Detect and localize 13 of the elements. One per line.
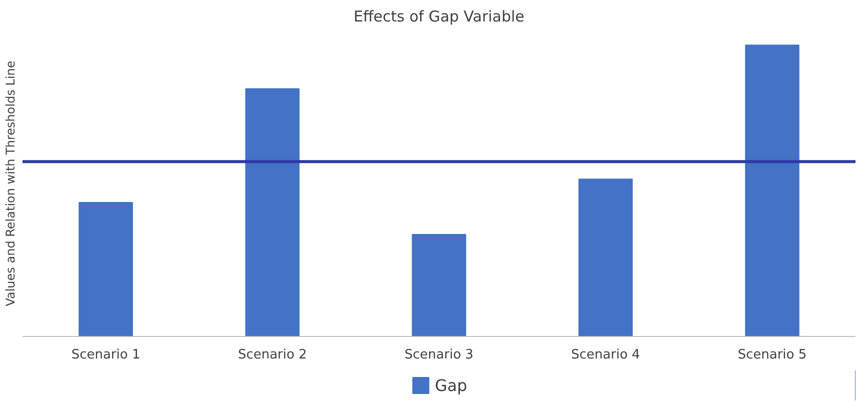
x-tick-label: Scenario 5 — [738, 348, 807, 362]
chart-title: Effects of Gap Variable — [354, 8, 524, 26]
x-tick-label: Scenario 1 — [71, 348, 140, 362]
x-tick-label: Scenario 4 — [571, 348, 640, 362]
bar — [78, 202, 133, 336]
legend-label: Gap — [434, 376, 468, 394]
x-tick-label: Scenario 3 — [404, 348, 474, 362]
x-tick-label: Scenario 2 — [238, 348, 307, 362]
bar — [745, 44, 800, 336]
bar — [412, 234, 466, 336]
bar — [245, 88, 300, 336]
y-axis-title: Values and Relation with Thresholds Line — [4, 60, 18, 306]
bar — [578, 178, 633, 336]
